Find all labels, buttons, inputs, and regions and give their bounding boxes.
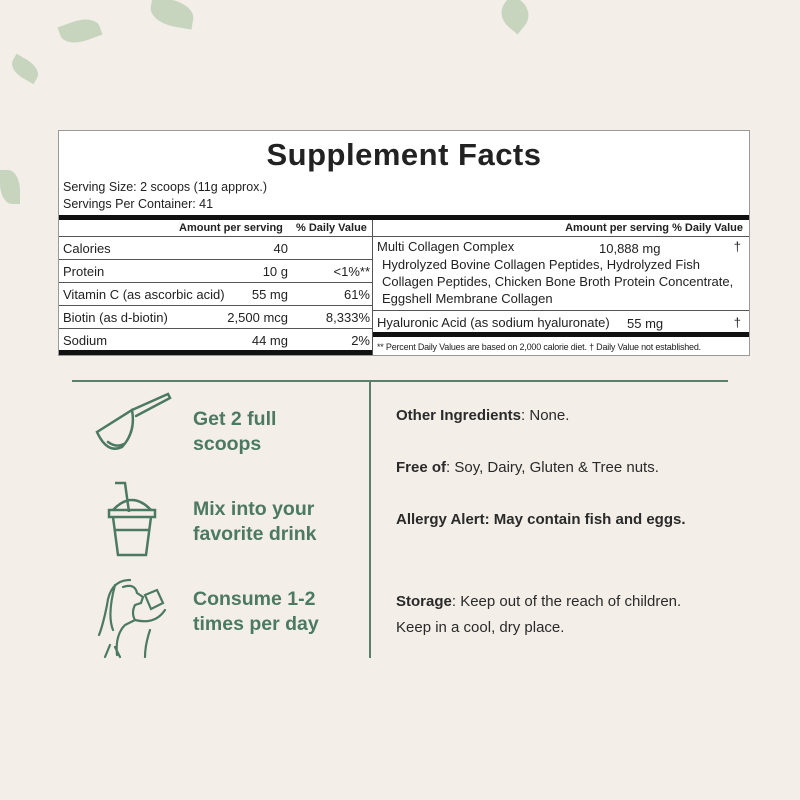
nutrient-name: Sodium xyxy=(63,333,108,348)
info-item: Free of: Soy, Dairy, Gluten & Tree nuts. xyxy=(396,455,716,481)
usage-step: Mix into your favorite drink xyxy=(193,497,317,547)
leaf-decoration xyxy=(7,53,43,85)
footnote: ** Percent Daily Values are based on 2,0… xyxy=(377,342,701,352)
nutrient-daily-value: 8,333% xyxy=(325,310,370,325)
step-line: times per day xyxy=(193,613,319,635)
divider xyxy=(373,332,749,337)
nutrient-row: Vitamin C (as ascorbic acid) 55 mg 61% xyxy=(59,283,372,306)
nutrient-daily-value: 2% xyxy=(351,333,370,348)
info-item: Other Ingredients: None. xyxy=(396,403,716,429)
nutrient-amount: 44 mg xyxy=(251,333,288,348)
divider xyxy=(59,215,749,220)
multi-collagen-ingredients: Hydrolyzed Bovine Collagen Peptides, Hyd… xyxy=(382,257,734,306)
nutrient-row: Protein 10 g <1%** xyxy=(59,260,372,283)
hyaluronic-acid-amount: 55 mg xyxy=(627,316,664,331)
step-line: Mix into your xyxy=(193,498,315,520)
leaf-decoration xyxy=(0,170,20,204)
info-item: Allergy Alert: May contain fish and eggs… xyxy=(396,507,716,533)
divider xyxy=(59,350,372,355)
serving-size: Serving Size: 2 scoops (11g approx.) xyxy=(63,180,268,194)
info-text: : None. xyxy=(521,407,570,424)
column-divider xyxy=(369,382,371,658)
nutrient-amount: 10 g xyxy=(262,264,288,279)
nutrient-name: Protein xyxy=(63,264,105,279)
step-line: scoops xyxy=(193,433,262,455)
nutrient-name: Vitamin C (as ascorbic acid) xyxy=(63,287,225,302)
leaf-decoration xyxy=(148,0,196,30)
left-dv-header: % Daily Value xyxy=(296,222,367,234)
leaf-decoration xyxy=(494,0,536,35)
info-item: Storage: Keep out of the reach of childr… xyxy=(396,589,716,641)
hyaluronic-acid-name: Hyaluronic Acid (as sodium hyaluronate) xyxy=(377,315,610,330)
hyaluronic-acid-dv: † xyxy=(733,315,741,330)
left-amount-header: Amount per serving xyxy=(179,222,283,234)
nutrient-row: Biotin (as d-biotin) 2,500 mcg 8,333% xyxy=(59,306,372,329)
nutrient-row: Calories 40 xyxy=(59,237,372,260)
cup-icon xyxy=(107,481,157,557)
supplement-facts-panel: Supplement Facts Serving Size: 2 scoops … xyxy=(58,130,750,356)
info-label: Storage xyxy=(396,593,452,610)
multi-collagen-amount: 10,888 mg xyxy=(599,241,661,256)
woman-drinking-icon xyxy=(97,578,167,659)
nutrient-daily-value: 61% xyxy=(343,287,370,302)
info-text: : Keep out of the reach of children. Kee… xyxy=(396,593,682,636)
nutrient-amount: 2,500 mcg xyxy=(227,310,288,325)
nutrient-amount: 55 mg xyxy=(251,287,288,302)
right-header: Amount per serving % Daily Value xyxy=(565,222,743,234)
scoop-icon xyxy=(95,392,172,450)
step-line: favorite drink xyxy=(193,523,317,545)
step-line: Consume 1-2 xyxy=(193,588,316,610)
nutrient-daily-value: <1%** xyxy=(333,264,371,279)
column-divider xyxy=(372,220,373,355)
info-label: Allergy Alert: May contain fish and eggs… xyxy=(396,511,686,528)
nutrient-name: Biotin (as d-biotin) xyxy=(63,310,168,325)
nutrient-row: Sodium 44 mg 2% xyxy=(59,329,372,352)
multi-collagen-name: Multi Collagen Complex xyxy=(377,239,515,254)
step-line: Get 2 full xyxy=(193,408,277,430)
usage-step: Consume 1-2 times per day xyxy=(193,587,319,637)
servings-per-container: Servings Per Container: 41 xyxy=(63,197,214,211)
usage-step: Get 2 full scoops xyxy=(193,407,276,457)
info-label: Free of xyxy=(396,459,447,476)
info-text: : Soy, Dairy, Gluten & Tree nuts. xyxy=(446,459,659,476)
info-label: Other Ingredients xyxy=(396,407,522,424)
facts-title: Supplement Facts xyxy=(266,137,542,172)
nutrient-name: Calories xyxy=(63,241,111,256)
nutrient-amount: 40 xyxy=(273,241,288,256)
leaf-decoration xyxy=(57,13,103,49)
section-divider xyxy=(72,380,728,382)
multi-collagen-dv: † xyxy=(733,239,741,254)
